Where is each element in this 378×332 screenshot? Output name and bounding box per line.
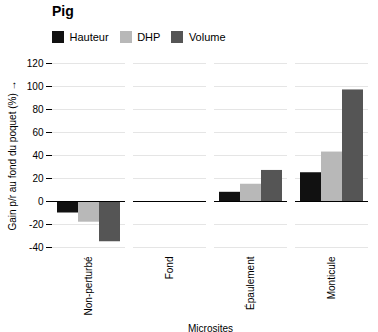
svg-text:Non-perturbé: Non-perturbé — [83, 256, 94, 315]
svg-text:100: 100 — [27, 81, 44, 92]
svg-text:Monticule: Monticule — [326, 256, 337, 299]
svg-text:0: 0 — [38, 196, 44, 207]
svg-text:Gain p/r au fond du poquet (%): Gain p/r au fond du poquet (%) → — [7, 80, 18, 230]
svg-text:20: 20 — [32, 173, 44, 184]
svg-text:-40: -40 — [29, 242, 44, 253]
html-text:Volume: Volume — [188, 30, 226, 43]
svg-text:120: 120 — [27, 58, 44, 69]
svg-text:Fond: Fond — [164, 257, 175, 280]
svg-text:-20: -20 — [29, 219, 44, 230]
svg-text:Épaulement: Épaulement — [244, 256, 256, 310]
svg-text:80: 80 — [32, 104, 44, 115]
html-text:Hauteur: Hauteur — [69, 30, 109, 43]
svg-text:Microsites: Microsites — [188, 323, 233, 332]
html-text:DHP: DHP — [137, 30, 161, 43]
svg-text:40: 40 — [32, 150, 44, 161]
html-text:Pig: Pig — [52, 3, 74, 19]
svg-text:60: 60 — [32, 127, 44, 138]
